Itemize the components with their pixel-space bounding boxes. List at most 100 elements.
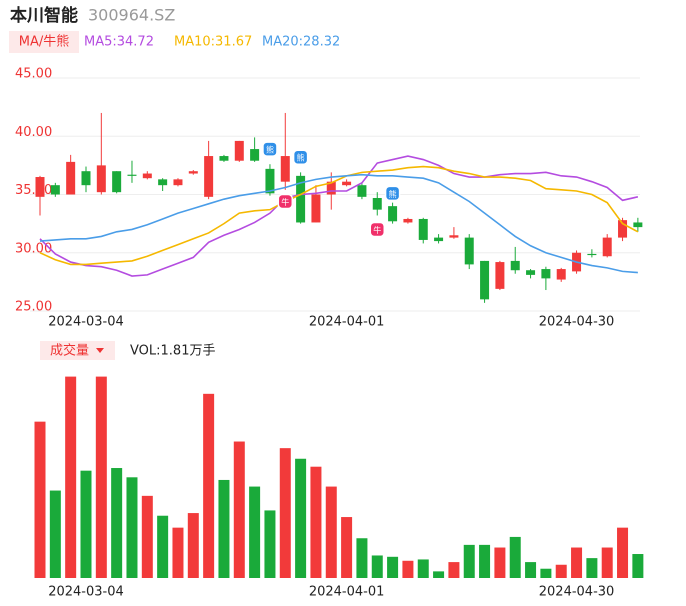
candle-body xyxy=(188,171,198,174)
volume-bar xyxy=(540,568,552,578)
candle-body xyxy=(495,262,505,289)
volume-bar xyxy=(555,564,567,578)
volume-bar xyxy=(463,544,475,578)
volume-label: VOL:1.81万手 xyxy=(130,344,215,359)
volume-bar xyxy=(249,486,261,578)
candle-body xyxy=(50,185,60,195)
candle-body xyxy=(618,220,628,238)
volume-bar xyxy=(586,558,598,578)
y-tick-label: 35.00 xyxy=(15,183,52,198)
volume-bar xyxy=(356,538,368,578)
signal-icon xyxy=(277,193,294,210)
volume-bar xyxy=(601,547,613,578)
candle-body xyxy=(326,181,336,195)
volume-bar xyxy=(509,536,521,578)
signal-icon xyxy=(262,141,278,157)
volume-bar xyxy=(111,468,123,578)
x-tick-label: 2024-04-30 xyxy=(539,315,615,330)
volume-title[interactable]: 成交量 xyxy=(50,343,89,359)
candle-body xyxy=(219,156,229,161)
candle-body xyxy=(464,237,474,265)
candle-body xyxy=(265,168,275,194)
volume-bar xyxy=(417,559,429,578)
candle-body xyxy=(280,156,290,182)
signal-icon xyxy=(384,185,401,202)
candle-body xyxy=(142,173,152,179)
signal-label: 牛 xyxy=(281,197,289,207)
signal-label: 熊 xyxy=(266,145,274,155)
candle-body xyxy=(403,218,413,223)
candle-body xyxy=(173,179,183,186)
candle-body xyxy=(250,149,260,161)
candle-body xyxy=(66,161,76,195)
volume-bar xyxy=(632,554,644,578)
volume-bar xyxy=(264,510,276,578)
candle-body xyxy=(541,269,551,279)
candle-body xyxy=(357,185,367,197)
indicator-button[interactable] xyxy=(9,31,79,53)
signal-label: 熊 xyxy=(389,189,397,199)
candle-body xyxy=(311,194,321,223)
volume-bar xyxy=(617,527,629,578)
ma-line xyxy=(39,155,639,277)
volume-bar xyxy=(494,547,506,578)
volume-bar xyxy=(65,376,77,578)
legend-entry: MA5:34.72 xyxy=(84,35,154,50)
volume-bar xyxy=(141,495,153,578)
candle-body xyxy=(372,197,382,210)
volume-bar xyxy=(371,555,383,578)
candle-body xyxy=(633,222,643,228)
candle-body xyxy=(112,171,122,193)
volume-bar xyxy=(571,547,583,578)
volume-bar xyxy=(525,562,537,578)
volume-bar xyxy=(387,556,399,578)
volume-bar xyxy=(80,470,92,578)
volume-bar xyxy=(157,515,169,578)
y-tick-label: 25.00 xyxy=(15,300,52,315)
signal-icon xyxy=(292,149,309,165)
stock-name: 本川智能 xyxy=(10,5,78,26)
candle-body xyxy=(234,140,244,161)
x-tick-label: 2024-03-04 xyxy=(48,315,124,330)
legend-entry: MA10:31.67 xyxy=(174,35,252,50)
candle-body xyxy=(35,177,45,197)
volume-bar xyxy=(233,441,245,578)
volume-bar xyxy=(325,486,337,578)
volume-bar xyxy=(479,544,491,578)
y-tick-label: 30.00 xyxy=(15,241,52,256)
y-tick-label: 45.00 xyxy=(15,67,52,82)
volume-bar xyxy=(187,513,199,578)
candle-body xyxy=(81,171,91,186)
signal-label: 熊 xyxy=(297,153,305,163)
candle-body xyxy=(204,156,214,197)
volume-bar xyxy=(402,560,414,578)
candle-body xyxy=(296,175,306,223)
y-tick-label: 40.00 xyxy=(15,125,52,140)
volume-bar xyxy=(203,393,215,578)
volume-bar xyxy=(49,490,61,578)
dropdown-arrow xyxy=(96,348,104,353)
ma-line xyxy=(39,173,638,274)
volume-bar xyxy=(279,448,291,578)
volume-bar xyxy=(126,477,138,578)
signal-icon xyxy=(369,221,386,238)
x-tick-label: 2024-03-04 xyxy=(48,585,124,600)
candle-body xyxy=(127,174,137,176)
volume-bar xyxy=(433,571,445,578)
signal-label: 牛 xyxy=(373,225,381,235)
candle-body xyxy=(388,206,398,222)
candle-body xyxy=(587,253,597,256)
x-tick-label: 2024-04-30 xyxy=(539,585,615,600)
volume-bar xyxy=(34,421,46,578)
candle-body xyxy=(96,165,106,193)
volume-bar xyxy=(341,517,353,578)
candle-body xyxy=(602,237,612,257)
volume-bar xyxy=(172,527,184,578)
volume-button[interactable] xyxy=(40,341,115,360)
candle-body xyxy=(556,269,566,280)
volume-bar xyxy=(295,458,307,578)
indicator-label[interactable]: MA/牛熊 xyxy=(19,34,70,50)
candle-body xyxy=(418,218,428,240)
volume-bar xyxy=(448,562,460,578)
